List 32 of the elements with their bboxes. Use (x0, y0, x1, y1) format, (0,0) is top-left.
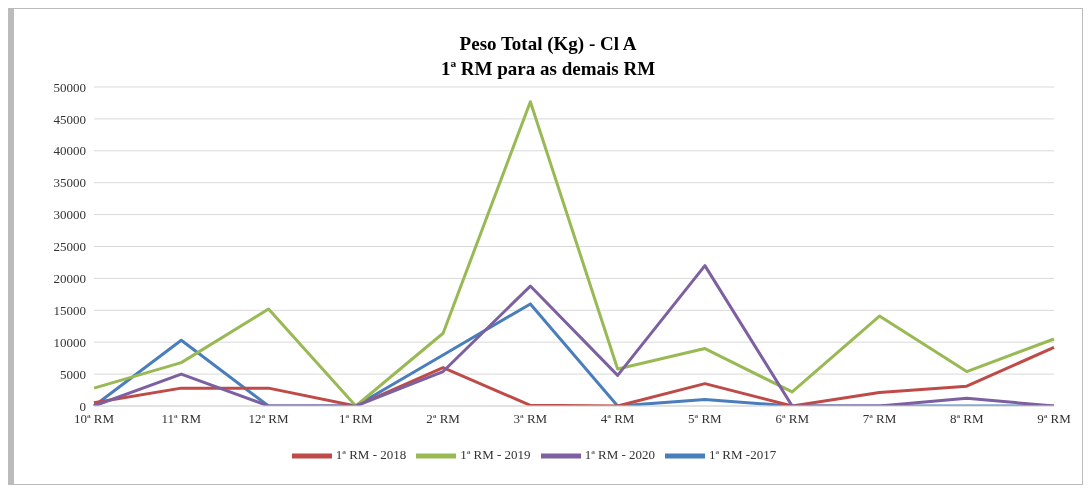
x-tick-label: 3ª RM (513, 411, 548, 427)
chart-subtitle: 1ª RM para as demais RM (439, 57, 657, 81)
y-tick-label: 10000 (53, 334, 86, 350)
x-tick-label: 11ª RM (161, 411, 202, 427)
x-tick-label: 9ª RM (1037, 411, 1072, 427)
x-tick-label: 10ª RM (73, 411, 115, 427)
x-tick-label: 5ª RM (688, 411, 723, 427)
y-tick-label: 20000 (53, 271, 86, 287)
y-tick-label: 35000 (53, 175, 86, 191)
legend-label: 1ª RM - 2018 (335, 446, 407, 462)
legend-label: 1ª RM - 2020 (584, 446, 656, 462)
y-tick-label: 0 (79, 398, 86, 414)
y-tick-label: 25000 (53, 239, 86, 255)
y-tick-label: 30000 (53, 207, 86, 223)
x-tick-label: 2ª RM (426, 411, 461, 427)
line-series (92, 264, 1056, 406)
x-tick-label: 7ª RM (862, 411, 897, 427)
x-tick-label: 6ª RM (775, 411, 810, 427)
x-tick-label: 12ª RM (248, 411, 290, 427)
line-series (92, 345, 1056, 406)
line-series (92, 100, 1056, 406)
legend-label: 1ª RM -2017 (709, 446, 777, 462)
y-tick-label: 15000 (53, 302, 86, 318)
x-tick-label: 4ª RM (600, 411, 635, 427)
legend-label: 1ª RM - 2019 (460, 446, 531, 462)
y-tick-label: 40000 (53, 143, 86, 159)
y-tick-label: 45000 (53, 111, 86, 127)
chart-title: Peso Total (Kg) - Cl A (458, 32, 638, 56)
x-tick-label: 8ª RM (949, 411, 984, 427)
x-tick-label: 1ª RM (339, 411, 374, 427)
y-tick-label: 50000 (53, 79, 86, 95)
y-tick-label: 5000 (60, 366, 86, 382)
